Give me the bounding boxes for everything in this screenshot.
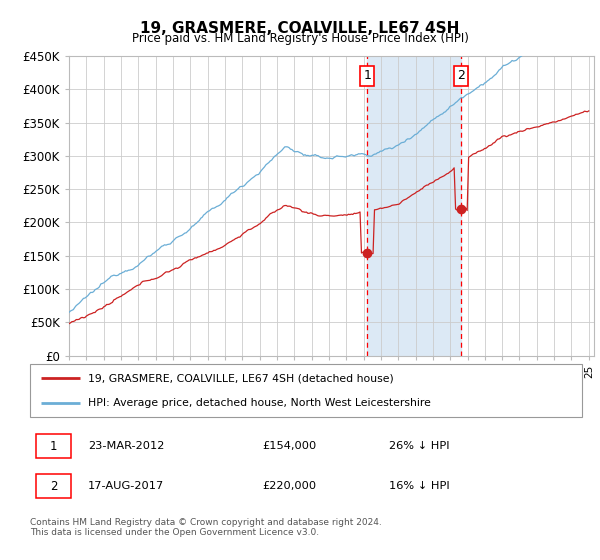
Text: 1: 1: [50, 440, 57, 452]
Text: 26% ↓ HPI: 26% ↓ HPI: [389, 441, 449, 451]
Text: £220,000: £220,000: [262, 481, 316, 491]
Bar: [367, 56, 461, 356]
Text: 2: 2: [457, 69, 466, 82]
Text: Contains HM Land Registry data © Crown copyright and database right 2024.
This d: Contains HM Land Registry data © Crown c…: [30, 518, 382, 538]
FancyBboxPatch shape: [35, 474, 71, 498]
FancyBboxPatch shape: [30, 364, 582, 417]
Text: 23-MAR-2012: 23-MAR-2012: [88, 441, 164, 451]
Text: 19, GRASMERE, COALVILLE, LE67 4SH: 19, GRASMERE, COALVILLE, LE67 4SH: [140, 21, 460, 36]
Text: HPI: Average price, detached house, North West Leicestershire: HPI: Average price, detached house, Nort…: [88, 398, 431, 408]
Text: £154,000: £154,000: [262, 441, 316, 451]
Text: 2: 2: [50, 480, 57, 493]
Text: 1: 1: [364, 69, 371, 82]
Text: 17-AUG-2017: 17-AUG-2017: [88, 481, 164, 491]
FancyBboxPatch shape: [35, 434, 71, 459]
Text: 19, GRASMERE, COALVILLE, LE67 4SH (detached house): 19, GRASMERE, COALVILLE, LE67 4SH (detac…: [88, 374, 394, 384]
Text: Price paid vs. HM Land Registry's House Price Index (HPI): Price paid vs. HM Land Registry's House …: [131, 32, 469, 45]
Text: 16% ↓ HPI: 16% ↓ HPI: [389, 481, 449, 491]
